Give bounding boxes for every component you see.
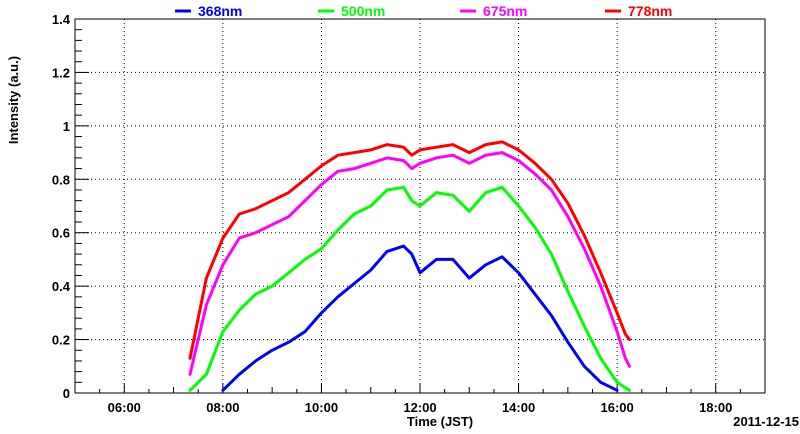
x-tick-label: 18:00 xyxy=(699,400,732,415)
legend-label: 778nm xyxy=(628,3,672,19)
legend-label: 368nm xyxy=(198,3,242,19)
y-tick-label: 1.4 xyxy=(52,12,71,27)
series-lines xyxy=(188,140,631,392)
series-line-500nm xyxy=(188,185,631,392)
y-tick-label: 0 xyxy=(63,386,70,401)
series-line-778nm xyxy=(188,140,631,360)
legend-label: 675nm xyxy=(483,3,527,19)
x-tick-label: 16:00 xyxy=(601,400,634,415)
series-line-368nm xyxy=(221,244,619,392)
y-axis-title: Intensity (a.u.) xyxy=(6,56,21,144)
x-tick-label: 12:00 xyxy=(403,400,436,415)
legend-label: 500nm xyxy=(341,3,385,19)
y-tick-label: 0.4 xyxy=(52,279,71,294)
x-tick-label: 10:00 xyxy=(305,400,338,415)
y-tick-labels: 0 0.2 0.4 0.6 0.8 1 1.2 1.4 xyxy=(52,12,71,401)
legend: 368nm 500nm 675nm 778nm xyxy=(175,3,672,19)
y-tick-label: 0.8 xyxy=(52,172,70,187)
x-tick-label: 06:00 xyxy=(108,400,141,415)
x-tick-label: 08:00 xyxy=(206,400,239,415)
y-tick-label: 1 xyxy=(63,119,70,134)
x-tick-labels: 06:00 08:00 10:00 12:00 14:00 16:00 18:00 xyxy=(108,400,733,415)
axis-ticks xyxy=(75,18,741,394)
y-tick-label: 1.2 xyxy=(52,65,70,80)
y-tick-label: 0.6 xyxy=(52,226,70,241)
x-tick-label: 14:00 xyxy=(502,400,535,415)
x-axis-title: Time (JST) xyxy=(407,414,473,429)
y-tick-label: 0.2 xyxy=(52,333,70,348)
grid xyxy=(75,18,765,393)
series-line-675nm xyxy=(188,151,631,376)
date-label: 2011-12-15 xyxy=(733,414,799,429)
